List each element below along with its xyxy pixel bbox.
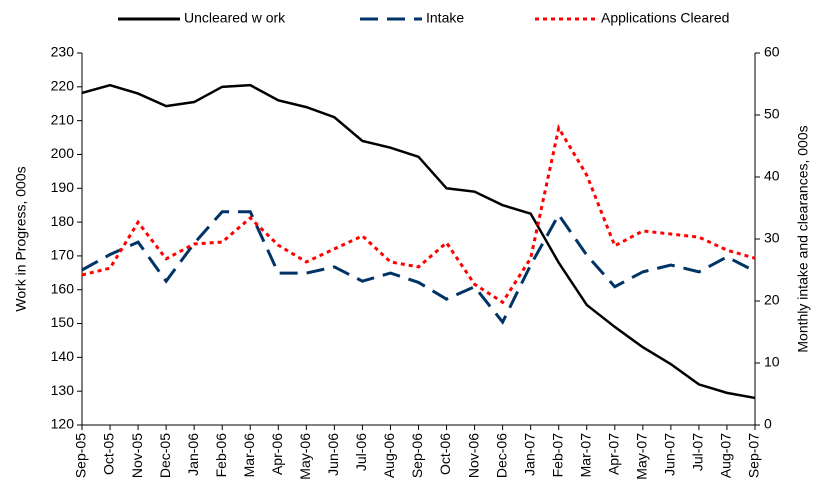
legend-label: Uncleared w ork [184,10,286,26]
y2-tick-label: 60 [764,44,780,60]
y-tick-label: 140 [51,348,75,364]
y-tick-label: 210 [51,111,75,127]
x-tick-label: May-07 [634,433,650,480]
x-tick-label: Apr-07 [605,433,621,475]
series-line [81,210,756,325]
x-tick-label: Jul-07 [690,433,706,471]
y-tick-label: 150 [51,314,75,330]
x-tick-label: Jun-07 [662,433,678,476]
x-tick-label: Mar-07 [577,433,593,478]
x-tick-label: Feb-07 [549,433,565,478]
x-tick-label: May-06 [297,433,313,480]
y-axis-title: Work in Progress, 000s [13,166,29,311]
x-tick-label: Aug-07 [718,433,734,478]
y-tick-label: 190 [51,179,75,195]
x-tick-label: Dec-06 [493,433,509,478]
x-tick-label: Dec-05 [157,433,173,478]
y2-tick-label: 30 [764,230,780,246]
y2-tick-label: 20 [764,292,780,308]
x-tick-label: Apr-06 [269,433,285,475]
x-tick-label: Mar-06 [241,433,257,478]
x-tick-label: Aug-06 [381,433,397,478]
y2-tick-label: 10 [764,354,780,370]
x-tick-label: Nov-05 [129,433,145,478]
y-tick-label: 230 [51,44,75,60]
x-tick-label: Feb-06 [213,433,229,478]
y2-tick-label: 0 [764,416,772,432]
x-tick-label: Jul-06 [353,433,369,471]
x-tick-label: Sep-07 [746,433,762,478]
y2-axis-title: Monthly intake and clearances, 000s [795,125,811,352]
y-tick-label: 160 [51,280,75,296]
x-tick-label: Jan-07 [521,433,537,476]
y-tick-label: 220 [51,78,75,94]
x-tick-label: Oct-06 [437,433,453,475]
y-tick-label: 200 [51,145,75,161]
x-tick-label: Nov-06 [465,433,481,478]
y-tick-label: 120 [51,416,75,432]
x-tick-label: Sep-06 [409,433,425,478]
y2-tick-label: 50 [764,106,780,122]
legend-label: Intake [426,10,464,26]
series-line [81,123,756,305]
y-tick-label: 130 [51,382,75,398]
y-tick-label: 180 [51,213,75,229]
y-tick-label: 170 [51,247,75,263]
x-tick-label: Jun-06 [325,433,341,476]
x-tick-label: Jan-06 [185,433,201,476]
series-line [81,83,756,400]
legend-label: Applications Cleared [601,10,729,26]
x-tick-label: Sep-05 [73,433,89,478]
y2-tick-label: 40 [764,168,780,184]
x-tick-label: Oct-05 [101,433,117,475]
